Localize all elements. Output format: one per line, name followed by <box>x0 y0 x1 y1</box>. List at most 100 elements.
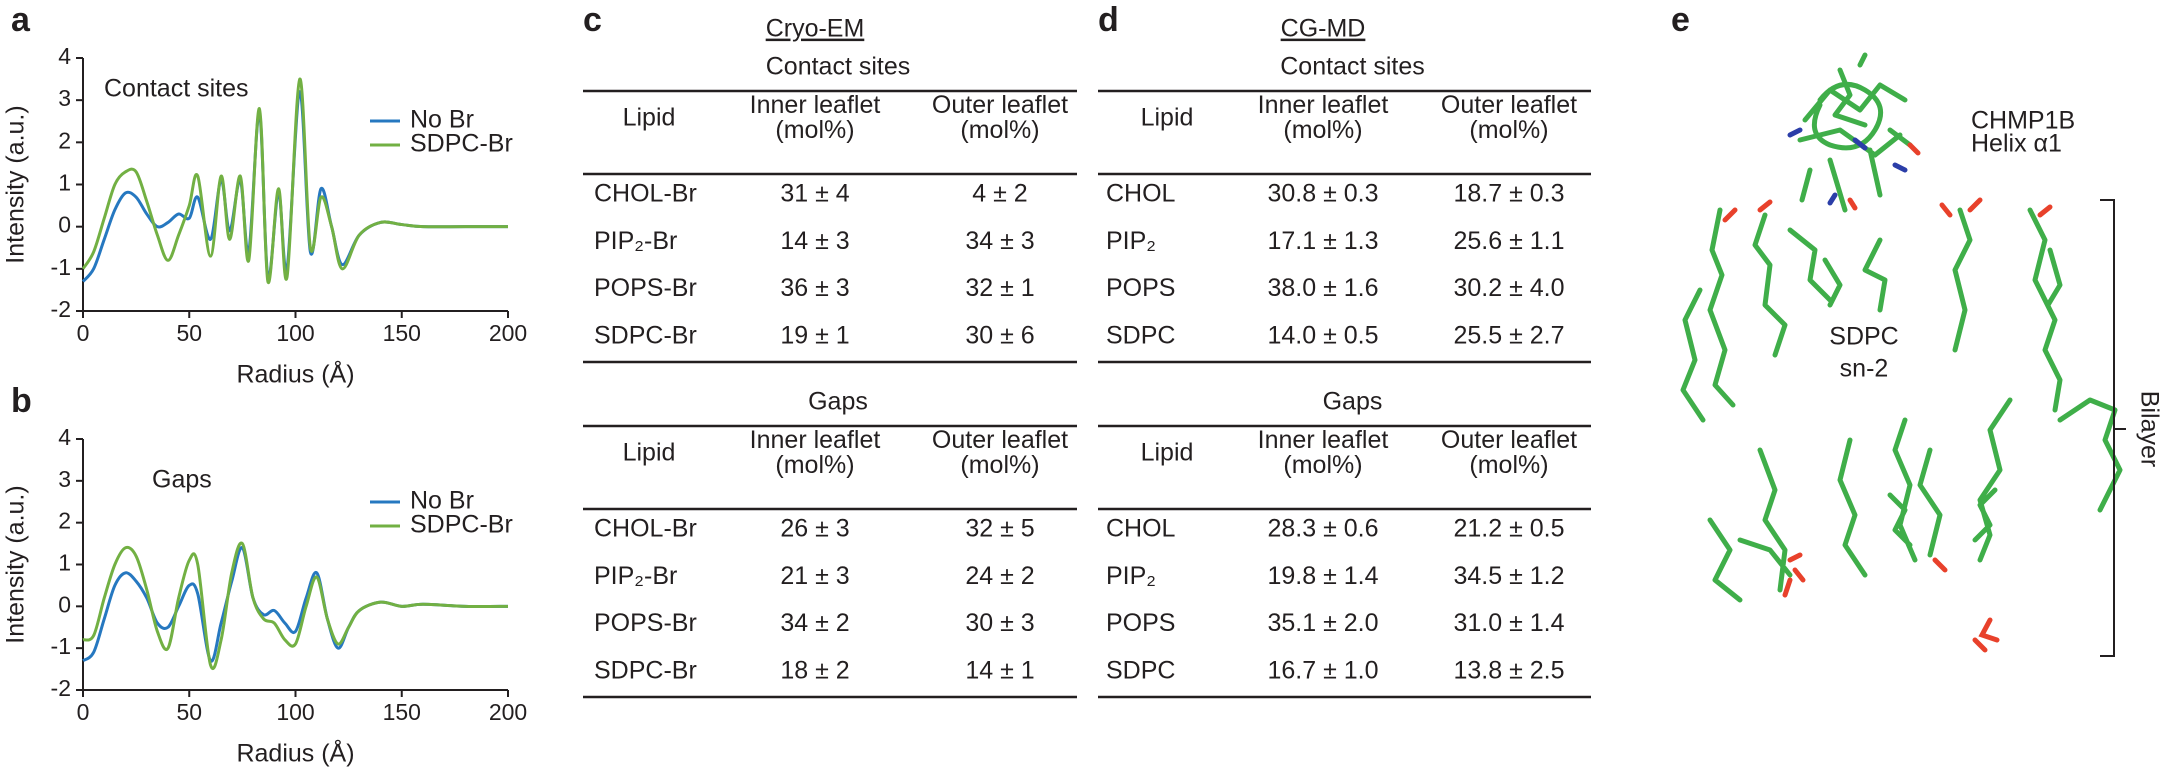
table-cell: 30.2 ± 4.0 <box>1453 274 1564 302</box>
x-tick-label: 200 <box>489 320 527 346</box>
table-cell: CHOL <box>1106 515 1176 543</box>
x-axis-label: Radius (Å) <box>236 738 354 768</box>
table-cell: 26 ± 3 <box>780 515 849 543</box>
table-cell: 32 ± 5 <box>965 515 1034 543</box>
table-cell: 28.3 ± 0.6 <box>1267 515 1378 543</box>
table-cell: 19 ± 1 <box>780 322 849 350</box>
y-tick-label: 0 <box>58 591 71 617</box>
table-cell: 32 ± 1 <box>965 274 1034 302</box>
y-tick-label: 2 <box>58 508 71 534</box>
y-tick-label: -1 <box>51 633 71 659</box>
section-title: Contact sites <box>1280 53 1425 81</box>
column-header: Outer leaflet <box>932 426 1068 454</box>
column-header: (mol%) <box>1469 116 1548 144</box>
table-cell: 36 ± 3 <box>780 274 849 302</box>
column-header: Outer leaflet <box>1441 91 1577 119</box>
table-cell: 18 ± 2 <box>780 657 849 685</box>
table-cell: SDPC-Br <box>594 657 697 685</box>
section-title: Contact sites <box>766 53 911 81</box>
line-series <box>82 541 509 670</box>
panel-label: d <box>1098 1 1119 39</box>
line-series <box>81 77 508 284</box>
lipids <box>1680 197 2123 653</box>
y-tick-label: 1 <box>58 170 71 196</box>
column-header: Lipid <box>623 104 676 132</box>
table-cell: 31 ± 4 <box>780 180 849 208</box>
table-cell: 30 ± 3 <box>965 609 1034 637</box>
column-header: (mol%) <box>775 451 854 479</box>
table-cell: 38.0 ± 1.6 <box>1267 274 1378 302</box>
y-axis-label: Intensity (a.u.) <box>2 105 30 263</box>
method-title: CG-MD <box>1281 15 1366 43</box>
table-cell: 30 ± 6 <box>965 322 1034 350</box>
table-cell: PIP₂-Br <box>594 227 677 255</box>
column-header: (mol%) <box>960 451 1039 479</box>
table-cell: 19.8 ± 1.4 <box>1267 562 1378 590</box>
helix <box>1787 52 1921 213</box>
column-header: (mol%) <box>1283 451 1362 479</box>
table-cell: 31.0 ± 1.4 <box>1453 609 1564 637</box>
y-tick-label: 4 <box>58 43 71 69</box>
table-cell: 14 ± 1 <box>965 657 1034 685</box>
table-cell: 35.1 ± 2.0 <box>1267 609 1378 637</box>
column-header: (mol%) <box>775 116 854 144</box>
y-tick-label: 0 <box>58 212 71 238</box>
column-header: (mol%) <box>1283 116 1362 144</box>
column-header: (mol%) <box>1469 451 1548 479</box>
table-cell: 30.8 ± 0.3 <box>1267 180 1378 208</box>
section-title: Gaps <box>1323 388 1383 416</box>
column-header: Lipid <box>1141 104 1194 132</box>
table-cell: 14.0 ± 0.5 <box>1267 322 1378 350</box>
table-cell: 24 ± 2 <box>965 562 1034 590</box>
column-header: Outer leaflet <box>932 91 1068 119</box>
table-cell: PIP₂-Br <box>594 562 677 590</box>
table-cell: 34 ± 2 <box>780 609 849 637</box>
table-cell: SDPC <box>1106 322 1175 350</box>
table-cell: 17.1 ± 1.3 <box>1267 227 1378 255</box>
x-tick-label: 0 <box>77 320 90 346</box>
x-tick-label: 200 <box>489 699 527 725</box>
x-tick-label: 50 <box>176 320 202 346</box>
column-header: Lipid <box>623 439 676 467</box>
helix-stick <box>1797 52 1913 213</box>
table-cell: PIP₂ <box>1106 227 1156 255</box>
table-cell: CHOL-Br <box>594 515 697 543</box>
section-title: Gaps <box>808 388 868 416</box>
table-cell: 25.6 ± 1.1 <box>1453 227 1564 255</box>
column-header: Outer leaflet <box>1441 426 1577 454</box>
table-cell: 21 ± 3 <box>780 562 849 590</box>
helix-label: CHMP1B <box>1971 107 2075 135</box>
y-tick-label: -1 <box>51 254 71 280</box>
panel-label: a <box>11 1 31 39</box>
panel-e-structure: e CHMP1B Helix α1 SDPC sn-2 Bilayer <box>1671 1 2163 657</box>
bilayer-label: Bilayer <box>2135 391 2163 467</box>
annotation: Gaps <box>152 466 212 494</box>
table-cell: POPS-Br <box>594 609 697 637</box>
table-cell: PIP₂ <box>1106 562 1156 590</box>
legend-label: SDPC-Br <box>410 511 513 539</box>
annotation: Contact sites <box>104 75 249 103</box>
y-tick-label: 2 <box>58 127 71 153</box>
table-cell: POPS-Br <box>594 274 697 302</box>
column-header: Inner leaflet <box>1258 426 1389 454</box>
lipid-stick <box>1680 207 2123 603</box>
y-tick-label: 1 <box>58 550 71 576</box>
table-cell: 21.2 ± 0.5 <box>1453 515 1564 543</box>
table-cell: 13.8 ± 2.5 <box>1453 657 1564 685</box>
table-cell: 34 ± 3 <box>965 227 1034 255</box>
y-axis-label: Intensity (a.u.) <box>2 485 30 643</box>
lipid-oxygen <box>1722 197 2053 653</box>
x-tick-label: 150 <box>383 320 421 346</box>
table-cell: 14 ± 3 <box>780 227 849 255</box>
table-cell: 25.5 ± 2.7 <box>1453 322 1564 350</box>
helix-nitrogen <box>1787 127 1908 206</box>
sdpc-label: SDPC <box>1829 323 1898 351</box>
y-tick-label: 4 <box>58 424 71 450</box>
panel-label: b <box>11 382 32 420</box>
x-tick-label: 150 <box>383 699 421 725</box>
x-axis-label: Radius (Å) <box>236 359 354 389</box>
table-cell: POPS <box>1106 609 1175 637</box>
y-tick-label: 3 <box>58 466 71 492</box>
legend-label: No Br <box>410 487 474 515</box>
